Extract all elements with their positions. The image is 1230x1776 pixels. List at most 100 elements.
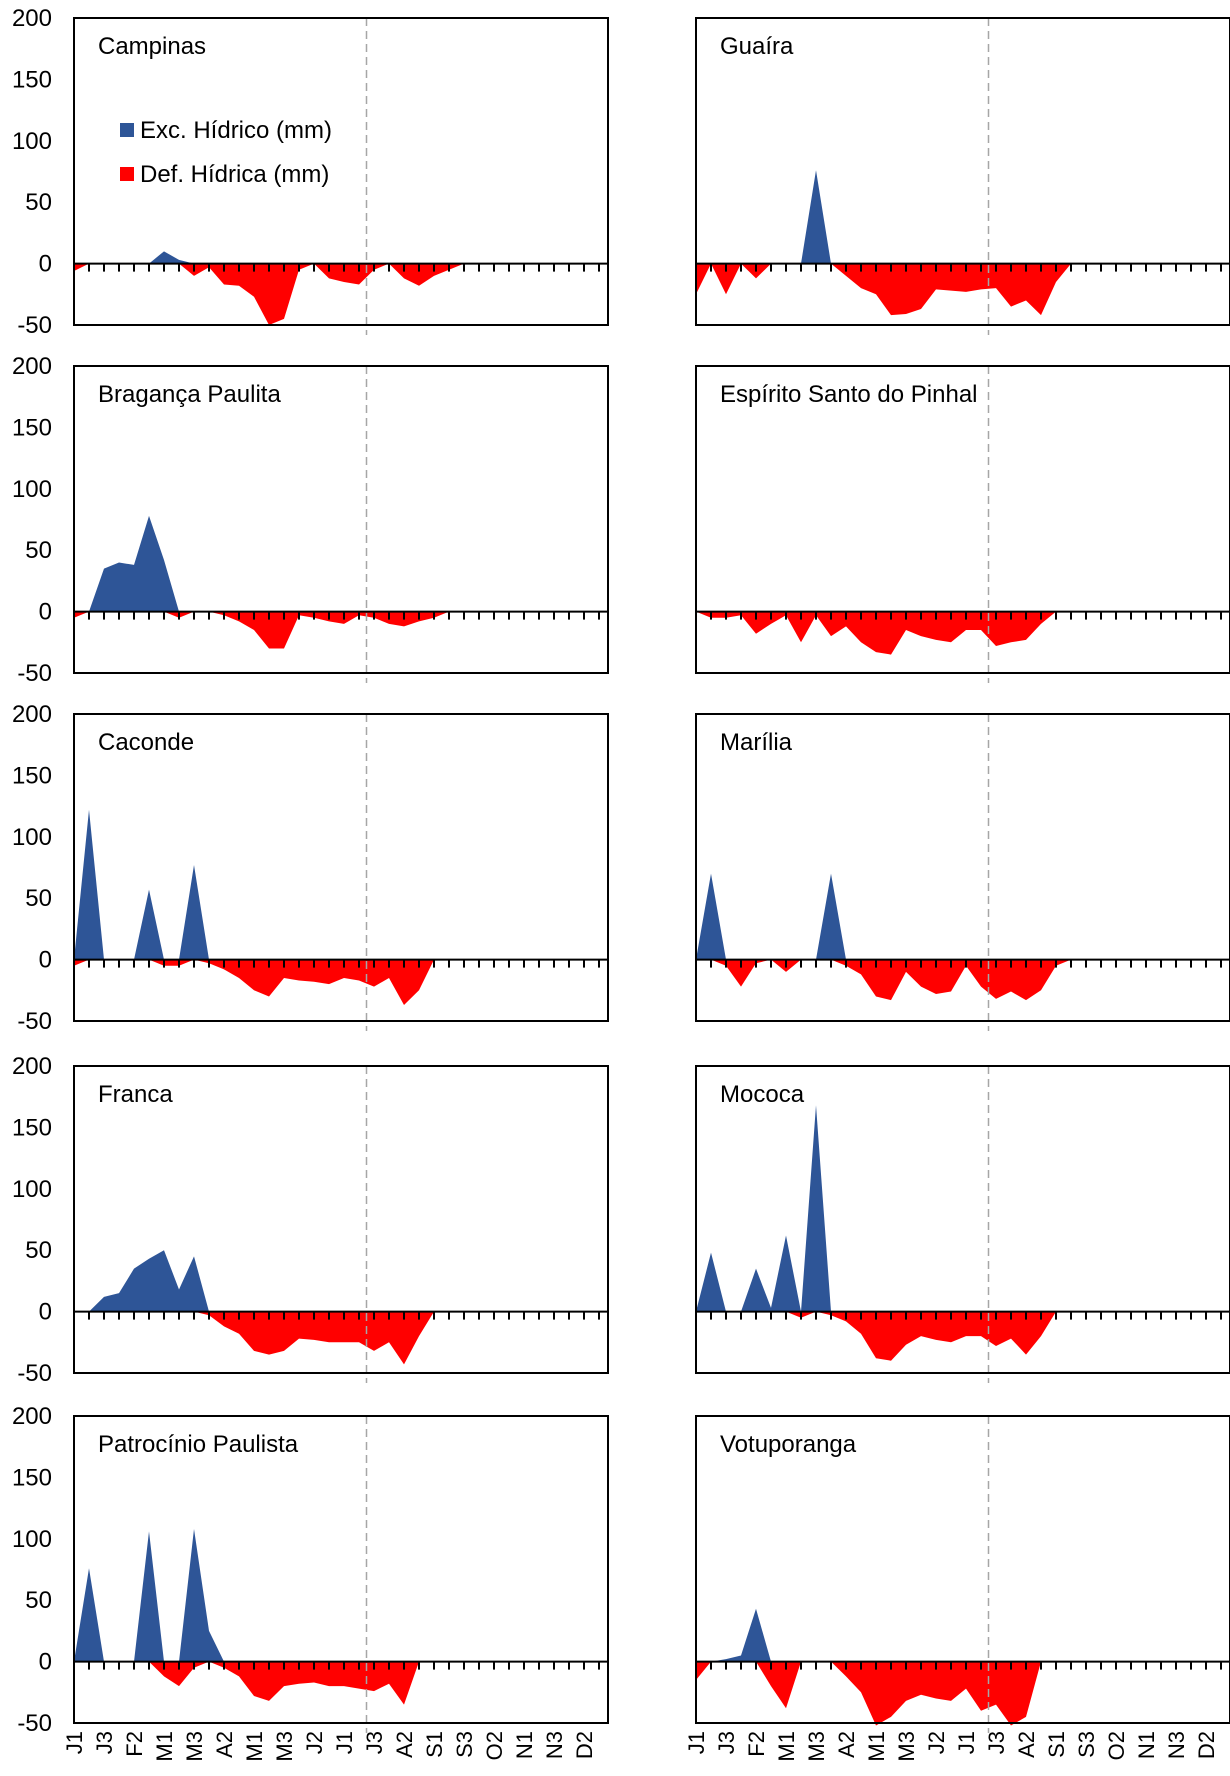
- station-title: Mococa: [720, 1081, 805, 1108]
- excess-area: [74, 809, 599, 960]
- deficit-area: [696, 959, 1221, 1001]
- deficit-area: [696, 1661, 1221, 1726]
- y-tick-label: 100: [12, 1176, 52, 1203]
- station-title: Campinas: [98, 33, 206, 60]
- x-tick-label: A2: [1014, 1731, 1039, 1758]
- x-tick-label: M3: [894, 1731, 919, 1762]
- x-tick-label: J1: [684, 1731, 709, 1754]
- x-tick-label: J3: [92, 1731, 117, 1754]
- deficit-area: [74, 1311, 599, 1365]
- plot-frame: [695, 1065, 1230, 1374]
- excess-area: [696, 1105, 1221, 1312]
- y-tick-label: 50: [25, 537, 52, 564]
- panel-braganca-paulita: 200 150 100 50 0 -50 Bragança Paulita: [12, 353, 609, 687]
- x-tick-label: M3: [272, 1731, 297, 1762]
- y-tick-label: 50: [25, 885, 52, 912]
- x-tick-label: J2: [924, 1731, 949, 1754]
- excess-area: [696, 873, 1221, 960]
- x-tick-label: M1: [152, 1731, 177, 1762]
- plot-frame: [695, 1415, 1230, 1724]
- deficit-area: [74, 263, 599, 325]
- station-title: Bragança Paulita: [98, 381, 281, 408]
- panel-guaira: Guaíra: [695, 17, 1230, 335]
- y-tick-label: 200: [12, 701, 52, 728]
- x-tick-label: M3: [182, 1731, 207, 1762]
- y-tick-label: 0: [39, 599, 52, 626]
- deficit-area: [74, 959, 599, 1006]
- station-title: Patrocínio Paulista: [98, 1431, 299, 1458]
- panel-campinas: 200 150 100 50 0 -50 Campinas Exc. Hídrico (mm)…: [12, 5, 609, 339]
- y-tick-label: 50: [25, 1237, 52, 1264]
- x-tick-label: F2: [744, 1731, 769, 1757]
- plot-frame: [73, 1065, 609, 1374]
- y-tick-label: 100: [12, 1526, 52, 1553]
- panel-espirito-santo-do-pinhal: Espírito Santo do Pinhal: [695, 365, 1230, 683]
- x-tick-label: A2: [834, 1731, 859, 1758]
- x-tick-label: F2: [122, 1731, 147, 1757]
- y-tick-label: 200: [12, 5, 52, 32]
- x-tick-label: J2: [302, 1731, 327, 1754]
- station-title: Espírito Santo do Pinhal: [720, 381, 978, 408]
- y-tick-label: -50: [17, 1360, 52, 1387]
- panel-franca: 200 150 100 50 0 -50 Franca: [12, 1053, 609, 1387]
- station-title: Caconde: [98, 729, 194, 756]
- y-tick-label: 150: [12, 1114, 52, 1141]
- x-tick-label: N3: [1164, 1731, 1189, 1759]
- y-tick-label: 150: [12, 414, 52, 441]
- legend-label: Def. Hídrica (mm): [140, 161, 329, 188]
- y-tick-label: 0: [39, 251, 52, 278]
- deficit-area: [696, 263, 1221, 316]
- y-tick-label: -50: [17, 660, 52, 687]
- y-tick-label: -50: [17, 1008, 52, 1035]
- y-tick-label: 150: [12, 1464, 52, 1491]
- y-tick-label: 200: [12, 1403, 52, 1430]
- panel-marilia: Marília: [695, 713, 1230, 1031]
- x-tick-label: S1: [422, 1731, 447, 1758]
- station-title: Marília: [720, 729, 793, 756]
- excess-area: [696, 1608, 1221, 1662]
- x-tick-label: J1: [954, 1731, 979, 1754]
- excess-area: [74, 515, 599, 612]
- y-tick-label: 150: [12, 762, 52, 789]
- y-tick-label: 150: [12, 66, 52, 93]
- excess-area: [74, 1528, 599, 1662]
- deficit-area: [74, 1661, 599, 1705]
- panel-mococa: Mococa: [695, 1065, 1230, 1383]
- plot-frame: [73, 17, 609, 326]
- deficit-area: [696, 1311, 1221, 1361]
- y-tick-label: 50: [25, 1587, 52, 1614]
- legend-label: Exc. Hídrico (mm): [140, 117, 332, 144]
- y-tick-label: 0: [39, 1649, 52, 1676]
- x-tick-label: D2: [1194, 1731, 1219, 1759]
- y-tick-label: 200: [12, 353, 52, 380]
- x-tick-label: O2: [482, 1731, 507, 1760]
- y-tick-label: 0: [39, 1299, 52, 1326]
- plot-frame: [73, 365, 609, 674]
- legend-swatch-excess: [120, 123, 134, 137]
- y-tick-label: -50: [17, 1710, 52, 1737]
- x-tick-label: S1: [1044, 1731, 1069, 1758]
- x-tick-label: D2: [572, 1731, 597, 1759]
- x-tick-label: N1: [512, 1731, 537, 1759]
- x-tick-label: N3: [542, 1731, 567, 1759]
- plot-frame: [695, 17, 1230, 326]
- y-tick-label: 50: [25, 189, 52, 216]
- y-tick-label: 100: [12, 476, 52, 503]
- x-tick-label: J3: [714, 1731, 739, 1754]
- x-tick-label: J3: [362, 1731, 387, 1754]
- y-tick-label: 100: [12, 824, 52, 851]
- plot-frame: [695, 713, 1230, 1022]
- y-tick-label: 0: [39, 947, 52, 974]
- x-tick-label: J3: [984, 1731, 1009, 1754]
- x-tick-label: N1: [1134, 1731, 1159, 1759]
- x-tick-label: O2: [1104, 1731, 1129, 1760]
- x-tick-label: A2: [392, 1731, 417, 1758]
- plot-frame: [73, 713, 609, 1022]
- station-title: Franca: [98, 1081, 173, 1108]
- excess-area: [74, 1250, 599, 1312]
- plot-frame: [695, 365, 1230, 674]
- station-title: Votuporanga: [720, 1431, 857, 1458]
